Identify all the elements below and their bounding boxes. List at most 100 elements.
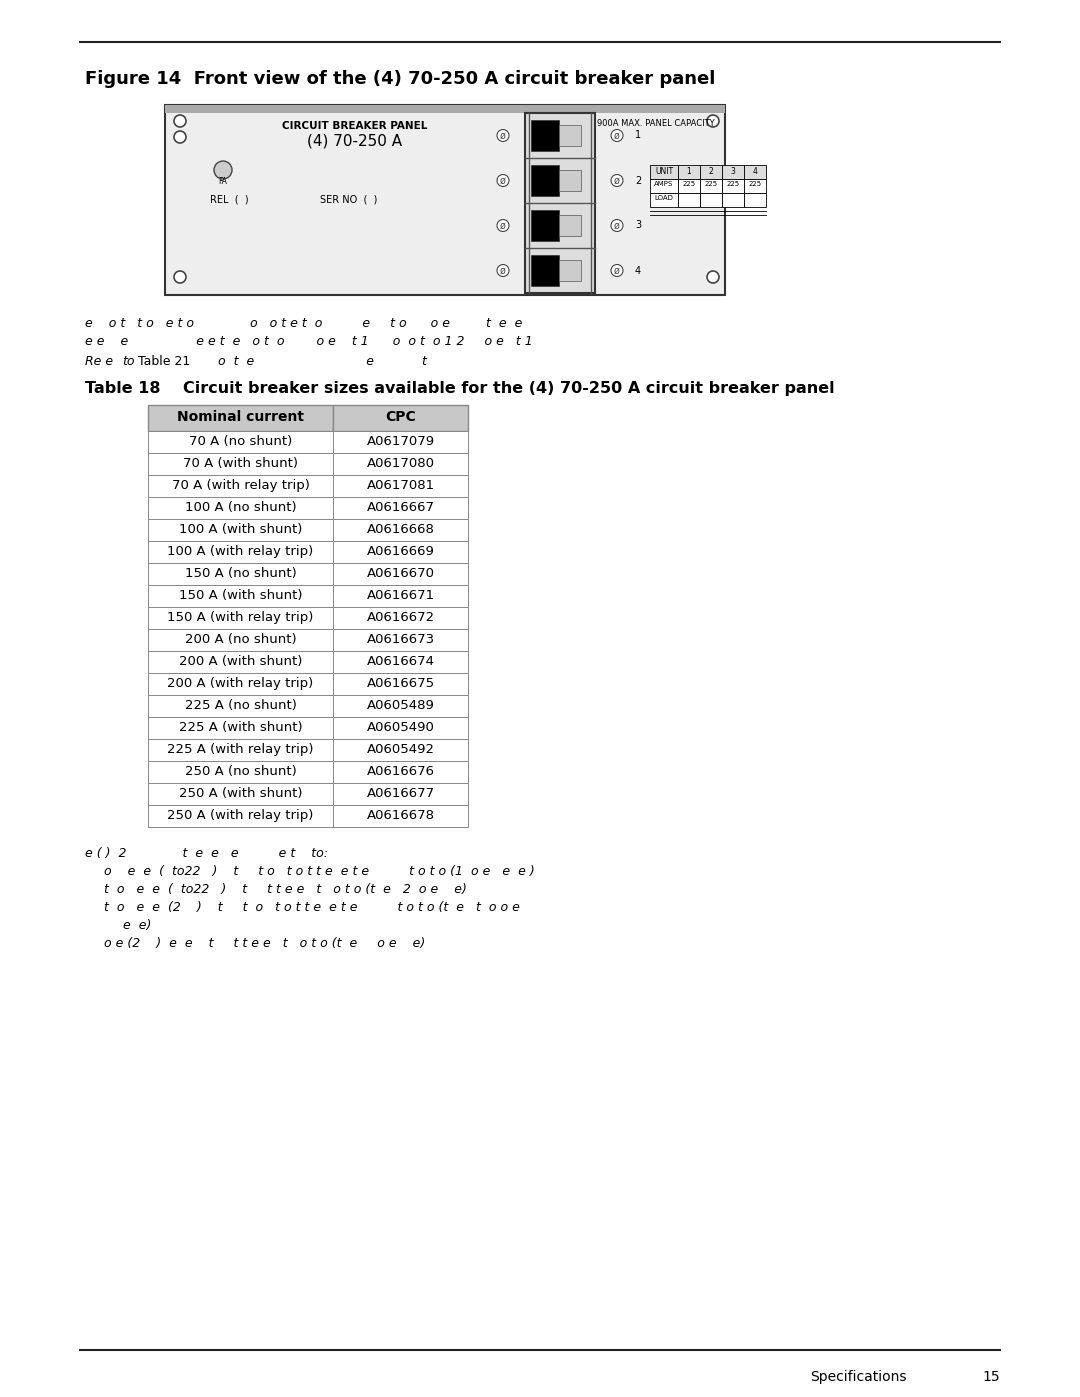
Bar [678, 193, 700, 207]
Circle shape [497, 219, 509, 232]
Bar [744, 193, 766, 207]
Text: 225 A (with shunt): 225 A (with shunt) [178, 721, 302, 733]
Text: ø: ø [500, 221, 505, 231]
Circle shape [174, 115, 186, 127]
Text: 2: 2 [708, 168, 714, 176]
Bar [148, 541, 333, 563]
Circle shape [611, 130, 623, 141]
Text: 70 A (with relay trip): 70 A (with relay trip) [172, 479, 310, 492]
Text: A0616678: A0616678 [366, 809, 434, 821]
Circle shape [611, 264, 623, 277]
Text: ø: ø [615, 221, 620, 231]
Circle shape [174, 131, 186, 142]
Bar [148, 405, 333, 432]
Text: o  t  e                            e            t: o t e e t [210, 355, 427, 367]
Bar [333, 453, 468, 475]
Bar [148, 782, 333, 805]
Text: (4) 70-250 A: (4) 70-250 A [308, 134, 403, 149]
Text: Figure 14  Front view of the (4) 70-250 A circuit breaker panel: Figure 14 Front view of the (4) 70-250 A… [85, 70, 715, 88]
Text: 225: 225 [727, 182, 740, 187]
Text: 1: 1 [687, 168, 691, 176]
Text: 100 A (no shunt): 100 A (no shunt) [185, 502, 296, 514]
Text: 225: 225 [683, 182, 696, 187]
Text: CIRCUIT BREAKER PANEL: CIRCUIT BREAKER PANEL [282, 122, 428, 131]
Bar [700, 179, 723, 193]
Text: 200 A (no shunt): 200 A (no shunt) [185, 633, 296, 645]
Bar [744, 179, 766, 193]
Text: A0616671: A0616671 [366, 590, 434, 602]
Text: A0605492: A0605492 [366, 743, 434, 756]
Text: Nominal current: Nominal current [177, 409, 303, 425]
Bar [148, 453, 333, 475]
Text: e e    e                 e e t  e   o t  o        o e    t 1      o  o t  o 1 2 : e e e e e t e o t o o e t 1 o o t o 1 2 [85, 335, 532, 348]
Circle shape [214, 161, 232, 179]
Text: A0616673: A0616673 [366, 633, 434, 645]
Bar [333, 541, 468, 563]
Bar [525, 113, 595, 293]
Circle shape [611, 219, 623, 232]
Text: A0617080: A0617080 [366, 457, 434, 469]
Bar [333, 520, 468, 541]
Text: t  o   e  e  (  to22   )    t     t t e e   t   o t o (t  e   2  o e    e): t o e e ( to22 ) t t t e e t o t o (t e … [100, 883, 467, 895]
Text: 3: 3 [635, 221, 642, 231]
Text: e ( )  2              t  e  e   e          e t    to:: e ( ) 2 t e e e e t to: [85, 847, 328, 861]
Bar [531, 256, 559, 286]
Bar [333, 405, 468, 432]
Text: A0616668: A0616668 [366, 522, 434, 536]
Text: A0616670: A0616670 [366, 567, 434, 580]
Text: A0616676: A0616676 [366, 766, 434, 778]
Text: 200 A (with relay trip): 200 A (with relay trip) [167, 678, 313, 690]
Bar [333, 761, 468, 782]
Text: 250 A (with shunt): 250 A (with shunt) [179, 787, 302, 800]
Bar [333, 629, 468, 651]
Text: ø: ø [500, 130, 505, 141]
Bar [148, 629, 333, 651]
Bar [165, 105, 725, 113]
Text: A0617079: A0617079 [366, 434, 434, 448]
Bar [148, 585, 333, 608]
Text: A0605490: A0605490 [366, 721, 434, 733]
Text: 900A MAX. PANEL CAPACITY: 900A MAX. PANEL CAPACITY [597, 119, 715, 129]
Bar [333, 739, 468, 761]
Text: Re e: Re e [85, 355, 121, 367]
Text: 4: 4 [753, 168, 757, 176]
Bar [744, 165, 766, 179]
Bar [333, 432, 468, 453]
Text: e    o t   t o   e t o              o   o t e t  o          e     t o      o e  : e o t t o e t o o o t e t o e t o o e [85, 317, 523, 330]
Text: A0616669: A0616669 [366, 545, 434, 557]
Text: t  o   e  e  (2    )    t     t  o   t o t t e  e t e          t o t o (t  e   t: t o e e (2 ) t t o t o t t e e t e t o t… [100, 901, 519, 914]
Text: UNIT: UNIT [654, 168, 673, 176]
Text: 3: 3 [730, 168, 735, 176]
Text: ø: ø [615, 265, 620, 275]
Text: 225: 225 [704, 182, 717, 187]
Bar [165, 105, 725, 295]
Text: 100 A (with shunt): 100 A (with shunt) [179, 522, 302, 536]
Bar [333, 475, 468, 497]
Bar [650, 193, 678, 207]
Bar [559, 169, 581, 191]
Bar [148, 739, 333, 761]
Text: Table 18    Circuit breaker sizes available for the (4) 70-250 A circuit breaker: Table 18 Circuit breaker sizes available… [85, 381, 835, 395]
Circle shape [497, 130, 509, 141]
Text: 225 A (with relay trip): 225 A (with relay trip) [167, 743, 314, 756]
Bar [148, 497, 333, 520]
Bar [148, 673, 333, 694]
Circle shape [497, 175, 509, 187]
Text: SER NO  (  ): SER NO ( ) [320, 196, 377, 205]
Text: 225 A (no shunt): 225 A (no shunt) [185, 698, 296, 712]
Text: 200 A (with shunt): 200 A (with shunt) [179, 655, 302, 668]
Text: 4: 4 [635, 265, 642, 275]
Text: AMPS: AMPS [654, 182, 674, 187]
Text: A0605489: A0605489 [366, 698, 434, 712]
Bar [700, 193, 723, 207]
Text: A0617081: A0617081 [366, 479, 434, 492]
Text: A0616674: A0616674 [366, 655, 434, 668]
Text: Specifications: Specifications [810, 1370, 906, 1384]
Bar [148, 805, 333, 827]
Text: 150 A (with relay trip): 150 A (with relay trip) [167, 610, 313, 624]
Bar [148, 475, 333, 497]
Bar [559, 260, 581, 281]
Text: 2: 2 [635, 176, 642, 186]
Bar [333, 782, 468, 805]
Text: ø: ø [500, 265, 505, 275]
